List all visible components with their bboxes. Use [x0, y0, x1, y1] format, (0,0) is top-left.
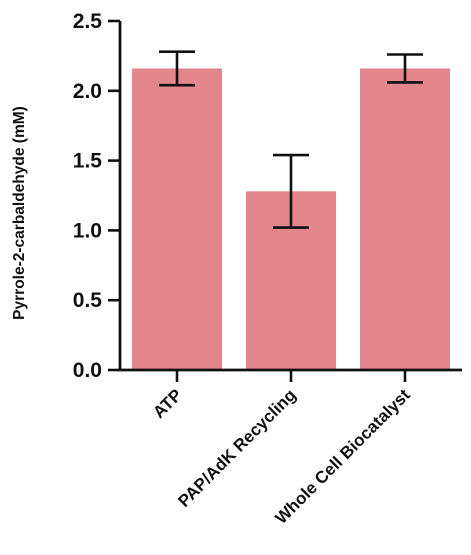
- y-tick-label-1: 0.5: [73, 289, 103, 312]
- y-tick-label-2: 1.0: [73, 219, 102, 242]
- x-tick-label-2: Whole Cell Biocatalyst: [271, 385, 414, 528]
- y-axis-title: Pyrrole-2-carbaldehyde (mM): [11, 106, 28, 320]
- bar-0: [132, 68, 222, 371]
- y-tick-label-0: 0.0: [73, 359, 102, 382]
- bar-2: [360, 68, 450, 371]
- y-tick-label-3: 1.5: [73, 150, 103, 173]
- y-tick-label-4: 2.0: [73, 80, 102, 103]
- y-tick-label-5: 2.5: [73, 10, 103, 33]
- x-tick-label-1: PAP/AdK Recycling: [174, 385, 299, 510]
- x-tick-label-0: ATP: [149, 385, 186, 422]
